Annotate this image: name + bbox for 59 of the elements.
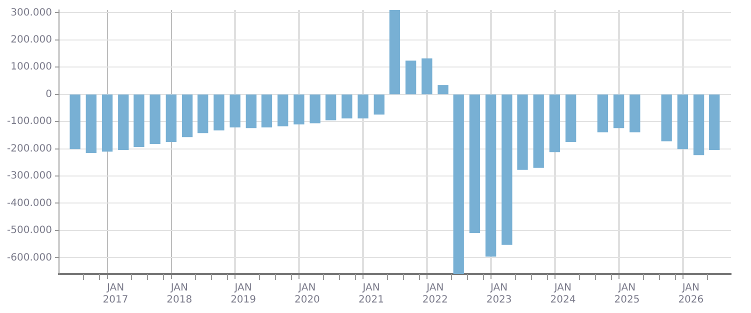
bar <box>358 94 368 118</box>
bar <box>422 58 432 94</box>
y-tick-label: -200.000 <box>6 143 52 154</box>
y-tick-label: -400.000 <box>6 198 52 209</box>
bar <box>597 94 608 132</box>
x-tick-label: JAN 2024 <box>550 282 576 306</box>
bar <box>677 94 688 150</box>
x-tick-label: JAN 2022 <box>422 282 448 306</box>
bar <box>118 94 129 150</box>
bar <box>150 94 160 144</box>
x-tick-label: JAN 2023 <box>486 282 512 306</box>
bar <box>102 94 113 152</box>
x-tick-label: JAN 2025 <box>614 282 640 306</box>
bar <box>374 94 384 115</box>
bar <box>310 94 320 124</box>
x-tick-label: JAN 2019 <box>230 282 256 306</box>
bar <box>438 85 448 94</box>
bar <box>405 60 416 94</box>
bar <box>502 94 512 245</box>
bar <box>549 94 560 152</box>
bar <box>294 94 304 124</box>
bar <box>278 94 288 126</box>
bar <box>389 10 400 94</box>
x-tick-label: JAN 2017 <box>102 282 128 306</box>
bar <box>453 94 464 274</box>
bar <box>469 94 480 233</box>
bar <box>230 94 240 128</box>
bar <box>613 94 624 128</box>
x-tick-label: JAN 2026 <box>678 282 704 306</box>
bar <box>86 94 96 153</box>
bar <box>325 94 336 120</box>
y-tick-label: -500.000 <box>6 225 52 236</box>
bar <box>182 94 193 138</box>
bar <box>214 94 224 130</box>
bar <box>709 94 720 150</box>
y-tick-label: 100.000 <box>10 62 52 73</box>
x-tick-label: JAN 2018 <box>166 282 192 306</box>
y-tick-label: -100.000 <box>6 116 52 128</box>
bar <box>485 94 496 257</box>
bar <box>246 94 256 128</box>
bar <box>693 94 704 156</box>
y-tick-label: 0 <box>46 88 52 100</box>
bar <box>533 94 544 168</box>
y-tick-label: -600.000 <box>6 252 52 264</box>
bar <box>661 94 672 142</box>
y-tick-label: 300.000 <box>10 7 52 18</box>
bar <box>70 94 80 150</box>
bar <box>166 94 176 142</box>
bar <box>198 94 208 134</box>
bar <box>517 94 528 170</box>
y-tick-label: -300.000 <box>6 170 52 182</box>
bar <box>261 94 272 128</box>
x-tick-label: JAN 2021 <box>358 282 384 306</box>
bar <box>342 94 352 118</box>
bar <box>134 94 144 147</box>
bar <box>630 94 640 132</box>
x-tick-label: JAN 2020 <box>294 282 320 306</box>
bar <box>565 94 576 142</box>
y-tick-label: 200.000 <box>10 34 52 46</box>
